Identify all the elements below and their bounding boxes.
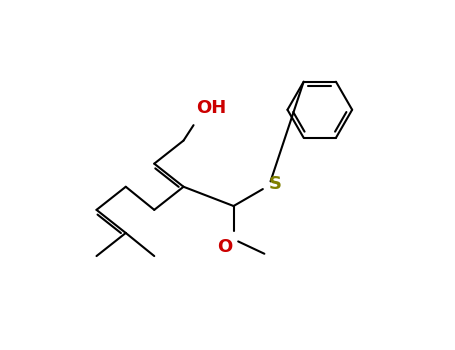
- Text: S: S: [269, 175, 282, 194]
- Text: O: O: [217, 238, 232, 256]
- Text: OH: OH: [197, 99, 227, 118]
